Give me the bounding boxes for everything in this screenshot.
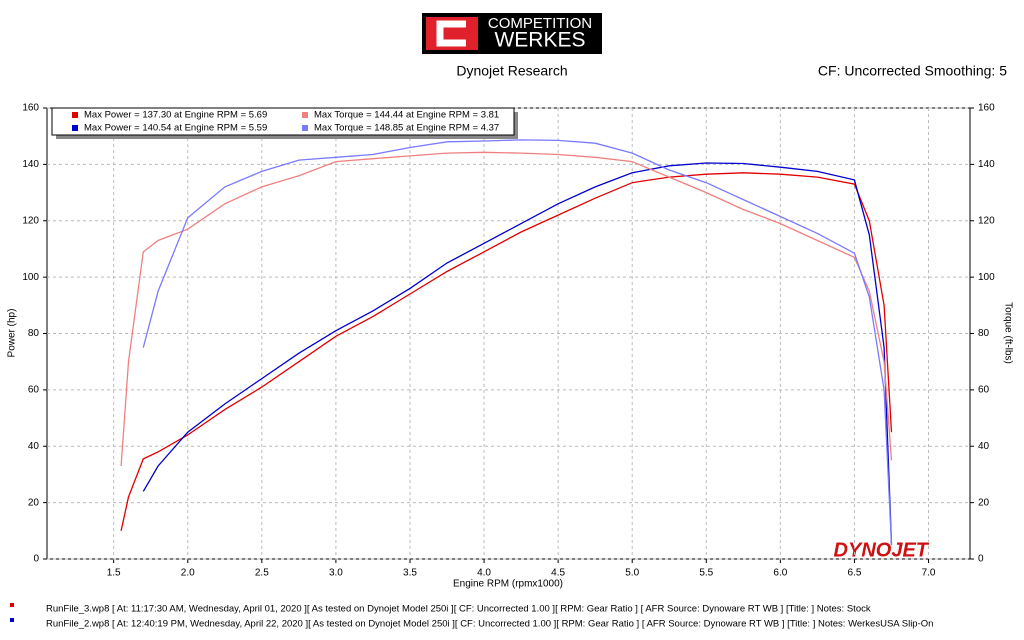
run-info: RunFile_3.wp8 [ At: 11:17:30 AM, Wednesd… xyxy=(46,604,871,615)
legend-swatch xyxy=(72,112,78,118)
x-axis-label: Engine RPM (rpmx1000) xyxy=(453,579,563,590)
x-tick-label: 5.0 xyxy=(625,568,639,579)
run-marker xyxy=(10,603,14,607)
y-tick-label: 80 xyxy=(28,328,40,339)
y2-tick-label: 140 xyxy=(978,159,995,170)
series-line xyxy=(120,172,893,531)
x-tick-label: 4.5 xyxy=(551,568,565,579)
logo-bottom: WERKES xyxy=(494,29,585,52)
y-tick-label: 100 xyxy=(22,272,39,283)
y2-tick-label: 100 xyxy=(978,272,995,283)
logo: COMPETITION WERKES xyxy=(422,13,602,54)
x-tick-label: 7.0 xyxy=(922,568,936,579)
run-info: RunFile_2.wp8 [ At: 12:40:19 PM, Wednesd… xyxy=(46,619,933,630)
x-tick-label: 3.0 xyxy=(329,568,343,579)
y2-tick-label: 80 xyxy=(978,328,990,339)
legend-box xyxy=(51,107,515,136)
watermark: DYNOJET xyxy=(834,539,930,561)
legend-label: Max Power = 137.30 at Engine RPM = 5.69 xyxy=(84,110,267,121)
plot-layer: 1.5 2.0 2.5 3.0 3.5 4.0 4.5 5.0 5.5 6.0 6.5 7.0 0 20 4… xyxy=(22,103,995,579)
x-tick-label: 2.5 xyxy=(255,568,269,579)
series-line xyxy=(142,162,893,545)
x-tick-label: 6.5 xyxy=(847,568,861,579)
y-tick-label: 140 xyxy=(22,159,39,170)
series-line xyxy=(142,139,893,545)
y2-tick-label: 40 xyxy=(978,441,990,452)
x-tick-label: 5.5 xyxy=(699,568,713,579)
legend-swatch xyxy=(302,125,308,131)
y2-axis-label: Torque (ft-lbs) xyxy=(1002,302,1013,364)
y-tick-label: 20 xyxy=(28,497,40,508)
logo-top: COMPETITION xyxy=(488,15,592,32)
y2-tick-label: 160 xyxy=(978,103,995,114)
y-tick-label: 60 xyxy=(28,385,40,396)
x-tick-label: 2.0 xyxy=(181,568,195,579)
y-axis-label: Power (hp) xyxy=(7,309,18,358)
x-tick-label: 1.5 xyxy=(107,568,121,579)
x-tick-label: 6.0 xyxy=(773,568,787,579)
y-tick-label: 120 xyxy=(22,215,39,226)
logo-c xyxy=(436,20,466,47)
x-tick-label: 4.0 xyxy=(477,568,491,579)
legend-label: Max Power = 140.54 at Engine RPM = 5.59 xyxy=(84,123,267,134)
y2-tick-label: 20 xyxy=(978,497,990,508)
settings: CF: Uncorrected Smoothing: 5 xyxy=(818,63,1007,79)
y2-tick-label: 60 xyxy=(978,385,990,396)
y-tick-label: 160 xyxy=(22,103,39,114)
legend-swatch xyxy=(302,112,308,118)
y-tick-label: 40 xyxy=(28,441,40,452)
legend-label: Max Torque = 148.85 at Engine RPM = 4.37 xyxy=(314,123,499,134)
run-marker xyxy=(10,618,14,622)
legend-swatch xyxy=(72,125,78,131)
x-tick-label: 3.5 xyxy=(403,568,417,579)
legend-label: Max Torque = 144.44 at Engine RPM = 3.81 xyxy=(314,110,499,121)
subtitle: Dynojet Research xyxy=(456,63,567,79)
y-tick-label: 0 xyxy=(33,554,39,565)
y2-tick-label: 120 xyxy=(978,215,995,226)
series-line xyxy=(120,151,893,467)
y2-tick-label: 0 xyxy=(978,554,984,565)
